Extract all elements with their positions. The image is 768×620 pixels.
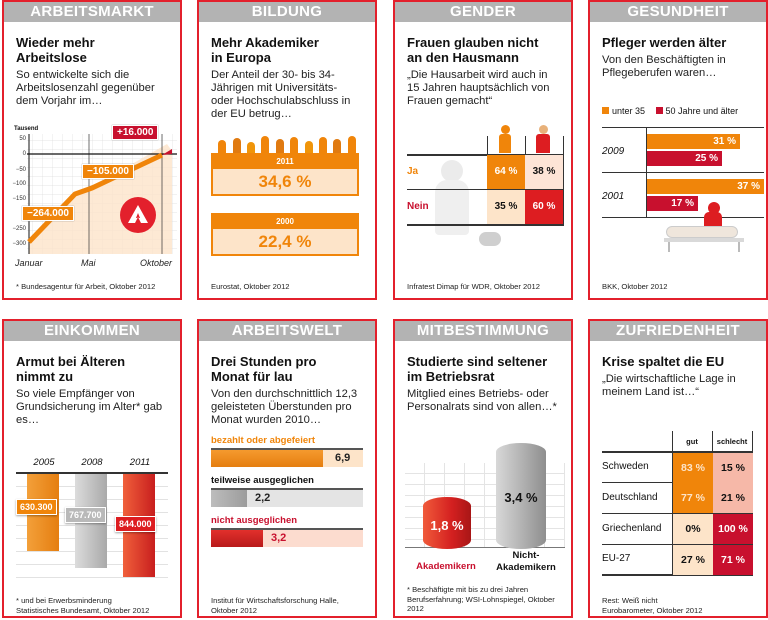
panel-header: ARBEITSWELT — [199, 321, 375, 341]
cell-ja-men: 38 % — [525, 155, 563, 189]
cell-deutschland-schlecht: 21 % — [713, 483, 753, 513]
value-label-2011: 844.000 — [115, 516, 156, 532]
value-label-2005: 630.300 — [16, 499, 57, 515]
callout-january: −264.000 — [22, 206, 74, 221]
cell-schweden-gut: 83 % — [673, 453, 713, 483]
callout-october: +16.000 — [112, 125, 159, 140]
cell-eu27-schlecht: 71 % — [713, 545, 753, 575]
value-label-2008: 767.700 — [65, 507, 106, 523]
agency-logo-icon — [120, 197, 156, 233]
man-figure-icon — [536, 125, 550, 153]
bar-2001-over50: 17 % — [647, 196, 698, 211]
legend-item-over50: 50 Jahre und älter — [655, 106, 738, 116]
bar-unpaid: 3,2 — [211, 528, 363, 547]
chart-grid — [27, 134, 177, 254]
panel-title: Krise spaltet die EU — [602, 354, 725, 369]
panel-arbeitsmarkt: ARBEITSMARKT Wieder mehr Arbeitslose So … — [2, 0, 182, 300]
panel-title: Mehr Akademiker in Europa — [211, 35, 319, 65]
source-note: * Beschäftigte mit bis zu drei Jahren Be… — [407, 585, 555, 613]
cell-deutschland-gut: 77 % — [673, 483, 713, 513]
panel-arbeitswelt: ARBEITSWELT Drei Stunden pro Monat für l… — [197, 319, 377, 618]
panel-title: Wieder mehr Arbeitslose — [16, 35, 95, 65]
panel-subtitle: So viele Empfänger von Grundsicherung im… — [16, 388, 163, 426]
panel-header: MITBESTIMMUNG — [395, 321, 571, 341]
cell-griechenland-schlecht: 100 % — [713, 514, 753, 544]
panel-mitbestimmung: MITBESTIMMUNG Studierte sind seltener im… — [393, 319, 573, 618]
panel-subtitle: „Die wirtschaftliche Lage in meinem Land… — [602, 373, 736, 398]
bar-2001-under35: 37 % — [647, 179, 764, 194]
nurse-bed-icon — [664, 202, 754, 252]
panel-gender: GENDER Frauen glauben nicht an den Hausm… — [393, 0, 573, 300]
source-note: Rest: Weiß nicht Eurobarometer, Oktober … — [602, 596, 703, 615]
unemployment-line-chart: Tausend 50 0 −50 −100 −150 −250 −300 −26… — [12, 122, 180, 272]
panel-title: Drei Stunden pro Monat für lau — [211, 354, 317, 384]
panel-subtitle: Mitglied eines Betriebs- oder Personalra… — [407, 388, 557, 413]
cell-nein-men: 60 % — [525, 190, 563, 224]
panel-title: Studierte sind seltener im Betriebsrat — [407, 354, 548, 384]
panel-title: Frauen glauben nicht an den Hausmann — [407, 35, 539, 65]
panel-subtitle: Von den durchschnittlich 12,3 geleistete… — [211, 388, 358, 426]
panel-header: ARBEITSMARKT — [4, 2, 180, 22]
row-label-nein: Nein — [407, 201, 429, 212]
value-akademiker: 1,8 % — [430, 518, 464, 533]
cylinder-nicht-akademiker — [496, 443, 546, 549]
panel-einkommen: EINKOMMEN Armut bei Älteren nimmt zu So … — [2, 319, 182, 618]
panel-header: GENDER — [395, 2, 571, 22]
source-note: * und bei Erwerbsminderung Statistisches… — [16, 596, 150, 615]
bar-2009-under35: 31 % — [647, 134, 740, 149]
cell-griechenland-gut: 0% — [673, 514, 713, 544]
cell-eu27-gut: 27 % — [673, 545, 713, 575]
panel-subtitle: Der Anteil der 30- bis 34-Jährigen mit U… — [211, 69, 351, 120]
bar-paid: 6,9 — [211, 448, 363, 467]
source-note: Infratest Dimap für WDR, Oktober 2012 — [407, 282, 540, 291]
cell-schweden-schlecht: 15 % — [713, 453, 753, 483]
source-note: Institut für Wirtschaftsforschung Halle,… — [211, 596, 339, 615]
cell-ja-women: 64 % — [487, 155, 525, 189]
panel-gesundheit: GESUNDHEIT Pfleger werden älter Von den … — [588, 0, 768, 300]
panel-bildung: BILDUNG Mehr Akademiker in Europa Der An… — [197, 0, 377, 300]
label-akademiker: Akademikern — [416, 561, 476, 572]
bar-2009-over50: 25 % — [647, 151, 722, 166]
panel-subtitle: Von den Beschäftigten in Pflegeberufen w… — [602, 54, 726, 79]
people-group-icon — [215, 136, 359, 153]
panel-header: EINKOMMEN — [4, 321, 180, 341]
column-header-schlecht: schlecht — [716, 437, 748, 446]
panel-subtitle: „Die Hausarbeit wird auch in 15 Jahren h… — [407, 69, 550, 107]
callout-may: −105.000 — [82, 164, 134, 179]
y-axis-unit: Tausend — [14, 126, 39, 132]
panel-title: Pfleger werden älter — [602, 35, 727, 50]
cylinder-akademiker — [423, 497, 471, 549]
panel-zufriedenheit: ZUFRIEDENHEIT Krise spaltet die EU „Die … — [588, 319, 768, 618]
value-nicht-akademiker: 3,4 % — [504, 490, 538, 505]
cell-nein-women: 35 % — [487, 190, 525, 224]
row-label-ja: Ja — [407, 166, 419, 177]
legend: unter 35 50 Jahre und älter — [602, 106, 738, 116]
column-header-gut: gut — [686, 437, 698, 446]
panel-header: BILDUNG — [199, 2, 375, 22]
source-note: BKK, Oktober 2012 — [602, 282, 668, 291]
label-nicht-akademiker: Nicht- Akademikern — [496, 550, 556, 573]
value-box-2011: 2011 34,6 % — [211, 153, 359, 196]
panel-title: Armut bei Älteren nimmt zu — [16, 354, 126, 384]
value-box-2000: 2000 22,4 % — [211, 213, 359, 256]
panel-header: ZUFRIEDENHEIT — [590, 321, 766, 341]
panel-header: GESUNDHEIT — [590, 2, 766, 22]
source-note: * Bundesagentur für Arbeit, Oktober 2012 — [16, 282, 156, 291]
panel-subtitle: So entwickelte sich die Arbeitslosenzahl… — [16, 69, 155, 107]
bar-partial: 2,2 — [211, 488, 363, 507]
source-note: Eurostat, Oktober 2012 — [211, 282, 290, 291]
woman-figure-icon — [499, 125, 511, 153]
legend-item-under35: unter 35 — [602, 106, 645, 116]
